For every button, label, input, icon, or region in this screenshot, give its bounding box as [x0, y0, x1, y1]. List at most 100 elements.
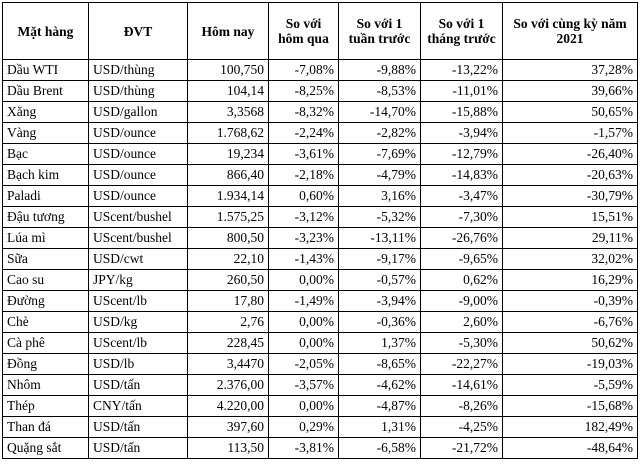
cell-vs-month: -8,26% — [420, 395, 503, 417]
cell-vs-yesterday: 0,00% — [268, 395, 339, 417]
cell-today: 113,50 — [187, 437, 269, 459]
header-today: Hôm nay — [187, 2, 269, 60]
cell-vs-yesterday: 0,00% — [268, 269, 339, 291]
cell-vs-month: -11,01% — [420, 80, 503, 102]
cell-vs-year: -1,57% — [502, 122, 638, 144]
cell-unit: USD/tấn — [88, 374, 188, 396]
cell-item: Than đá — [2, 416, 89, 438]
cell-item: Nhôm — [2, 374, 89, 396]
cell-vs-week: -2,82% — [338, 122, 421, 144]
cell-vs-yesterday: -2,18% — [268, 164, 339, 186]
cell-vs-yesterday: -1,43% — [268, 248, 339, 270]
cell-vs-week: -13,11% — [338, 227, 421, 249]
cell-today: 3,4470 — [187, 353, 269, 375]
cell-vs-yesterday: -8,25% — [268, 80, 339, 102]
cell-today: 800,50 — [187, 227, 269, 249]
cell-item: Dầu WTI — [2, 59, 89, 81]
cell-item: Vàng — [2, 122, 89, 144]
cell-vs-yesterday: -8,32% — [268, 101, 339, 123]
table-row: Bạch kim USD/ounce 866,40 -2,18% -4,79% -14,8… — [2, 164, 638, 186]
header-item: Mặt hàng — [2, 2, 89, 60]
cell-vs-yesterday: 0,60% — [268, 185, 339, 207]
cell-today: 19,234 — [187, 143, 269, 165]
cell-vs-year: 32,02% — [502, 248, 638, 270]
header-vs-month: So với 1 tháng trước — [420, 2, 503, 60]
cell-vs-year: 16,29% — [502, 269, 638, 291]
cell-today: 100,750 — [187, 59, 269, 81]
cell-vs-yesterday: -2,24% — [268, 122, 339, 144]
cell-vs-yesterday: 0,29% — [268, 416, 339, 438]
cell-unit: USD/lb — [88, 353, 188, 375]
table-body: Dầu WTI USD/thùng 100,750 -7,08% -9,88% -13,2… — [2, 59, 638, 459]
table-row: Cà phê UScent/lb 228,45 0,00% 1,37% -5,30% 50,… — [2, 332, 638, 354]
cell-today: 1.934,14 — [187, 185, 269, 207]
cell-today: 2,76 — [187, 311, 269, 333]
cell-item: Xăng — [2, 101, 89, 123]
table-row: Dầu WTI USD/thùng 100,750 -7,08% -9,88% -13,2… — [2, 59, 638, 81]
cell-vs-yesterday: 0,00% — [268, 311, 339, 333]
cell-unit: CNY/tấn — [88, 395, 188, 417]
cell-today: 4.220,00 — [187, 395, 269, 417]
cell-vs-year: -26,40% — [502, 143, 638, 165]
cell-unit: USD/ounce — [88, 164, 188, 186]
cell-vs-month: -14,61% — [420, 374, 503, 396]
cell-today: 2.376,00 — [187, 374, 269, 396]
cell-vs-week: -7,69% — [338, 143, 421, 165]
table-row: Sữa USD/cwt 22,10 -1,43% -9,17% -9,65% 32,02% — [2, 248, 638, 270]
cell-vs-year: 15,51% — [502, 206, 638, 228]
cell-unit: USD/ounce — [88, 122, 188, 144]
cell-vs-week: -3,94% — [338, 290, 421, 312]
cell-vs-week: -4,79% — [338, 164, 421, 186]
cell-vs-month: 2,60% — [420, 311, 503, 333]
cell-item: Đồng — [2, 353, 89, 375]
cell-item: Cà phê — [2, 332, 89, 354]
table-row: Than đá USD/tấn 397,60 0,29% 1,31% -4,25% 182,… — [2, 416, 638, 438]
cell-vs-year: 37,28% — [502, 59, 638, 81]
cell-item: Paladi — [2, 185, 89, 207]
cell-unit: USD/cwt — [88, 248, 188, 270]
cell-unit: UScent/lb — [88, 332, 188, 354]
cell-item: Lúa mì — [2, 227, 89, 249]
cell-vs-week: -4,62% — [338, 374, 421, 396]
cell-today: 3,3568 — [187, 101, 269, 123]
cell-vs-yesterday: -3,61% — [268, 143, 339, 165]
cell-vs-year: -0,39% — [502, 290, 638, 312]
cell-vs-year: -20,63% — [502, 164, 638, 186]
cell-vs-year: 50,62% — [502, 332, 638, 354]
cell-today: 260,50 — [187, 269, 269, 291]
table-row: Dầu Brent USD/thùng 104,14 -8,25% -8,53% -11,… — [2, 80, 638, 102]
cell-item: Bạch kim — [2, 164, 89, 186]
cell-vs-yesterday: 0,00% — [268, 332, 339, 354]
cell-vs-month: -5,30% — [420, 332, 503, 354]
cell-vs-month: -21,72% — [420, 437, 503, 459]
table-row: Đường UScent/lb 17,80 -1,49% -3,94% -9,00% -0,… — [2, 290, 638, 312]
cell-item: Đường — [2, 290, 89, 312]
cell-vs-month: -13,22% — [420, 59, 503, 81]
cell-vs-yesterday: -2,05% — [268, 353, 339, 375]
cell-item: Bạc — [2, 143, 89, 165]
cell-vs-week: -9,17% — [338, 248, 421, 270]
table-row: Thép CNY/tấn 4.220,00 0,00% -4,87% -8,26% -15,… — [2, 395, 638, 417]
cell-vs-year: -30,79% — [502, 185, 638, 207]
cell-item: Quặng sắt — [2, 437, 89, 459]
table-row: Cao su JPY/kg 260,50 0,00% -0,57% 0,62% 16,29% — [2, 269, 638, 291]
cell-unit: USD/tấn — [88, 437, 188, 459]
cell-vs-week: -6,58% — [338, 437, 421, 459]
cell-unit: USD/ounce — [88, 143, 188, 165]
cell-vs-week: -5,32% — [338, 206, 421, 228]
cell-vs-year: -5,59% — [502, 374, 638, 396]
table-row: Chè USD/kg 2,76 0,00% -0,36% 2,60% -6,76% — [2, 311, 638, 333]
cell-today: 397,60 — [187, 416, 269, 438]
cell-unit: USD/gallon — [88, 101, 188, 123]
cell-unit: USD/thùng — [88, 59, 188, 81]
cell-vs-yesterday: -3,12% — [268, 206, 339, 228]
cell-vs-yesterday: -7,08% — [268, 59, 339, 81]
cell-vs-week: -9,88% — [338, 59, 421, 81]
cell-vs-month: -22,27% — [420, 353, 503, 375]
cell-today: 1.768,62 — [187, 122, 269, 144]
cell-vs-yesterday: -3,81% — [268, 437, 339, 459]
cell-unit: USD/kg — [88, 311, 188, 333]
cell-item: Cao su — [2, 269, 89, 291]
table-row: Đậu tương UScent/bushel 1.575,25 -3,12% -5,3… — [2, 206, 638, 228]
cell-vs-month: -3,94% — [420, 122, 503, 144]
